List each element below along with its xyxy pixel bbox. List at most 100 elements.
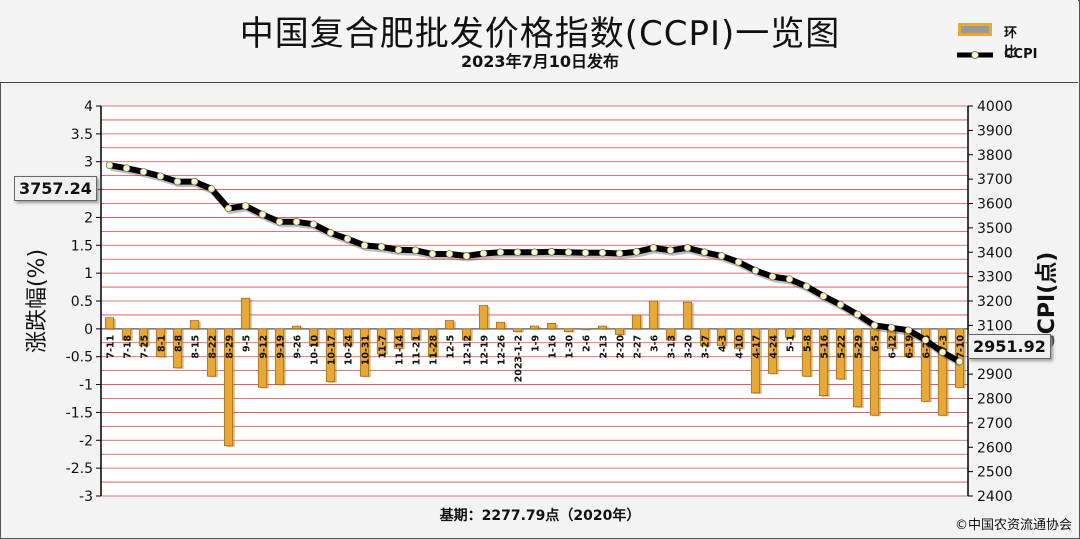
left-tick-label: -1.5 (66, 405, 93, 421)
bar (733, 328, 744, 349)
left-tick-label: 0 (84, 322, 93, 338)
ccpi-point (802, 282, 811, 291)
ccpi-point (853, 310, 862, 319)
x-tick-label: 10-17 (327, 335, 338, 365)
left-tick-label: 0.5 (71, 294, 93, 310)
bar (835, 328, 846, 380)
bar (104, 317, 115, 330)
ccpi-point (666, 246, 675, 255)
x-tick-label: 11-14 (395, 334, 406, 365)
ccpi-point (547, 248, 556, 256)
x-tick-label: 1-9 (531, 335, 542, 352)
ccpi-point (207, 185, 216, 193)
right-tick-label: 3200 (977, 294, 1013, 310)
bar (495, 321, 506, 330)
ccpi-point (139, 168, 148, 176)
bar (563, 328, 574, 332)
right-tick-label: 4000 (977, 99, 1013, 115)
x-tick-label: 12-26 (497, 334, 508, 365)
ccpi-point (717, 252, 726, 260)
x-tick-label: 3-6 (650, 334, 661, 352)
right-axis-title: CCPI(点) (1034, 252, 1060, 351)
bar (342, 328, 353, 346)
bar (410, 328, 421, 341)
right-tick-label: 3900 (977, 123, 1013, 139)
bar (155, 328, 166, 358)
bar (291, 325, 302, 330)
x-tick-label: 6-12 (888, 335, 899, 359)
x-tick-label: 7-18 (123, 334, 134, 358)
x-tick-label: 2-20 (616, 334, 627, 358)
ccpi-point (700, 248, 709, 257)
ccpi-point (156, 172, 165, 180)
x-tick-label: 12-19 (480, 335, 491, 365)
x-tick-label: 4-17 (752, 335, 763, 359)
x-tick-label: 9-5 (242, 335, 253, 352)
x-tick-label: 11-28 (429, 334, 440, 365)
left-tick-label: 3.5 (71, 127, 93, 143)
x-tick-label: 5-29 (854, 335, 865, 359)
ccpi-point (938, 348, 947, 356)
bar (121, 328, 132, 341)
left-tick-label: -3 (79, 489, 93, 502)
right-tick-label: 2800 (977, 392, 1013, 408)
x-tick-label: 10-24 (344, 334, 355, 365)
bar (614, 328, 625, 335)
x-tick-label: 6-26 (922, 334, 933, 358)
ccpi-point (955, 357, 964, 366)
chart-area: 43.532.521.510.50-0.5-1-1.5-2-2.5-340003… (25, 99, 1060, 502)
x-tick-label: 2-27 (633, 335, 644, 359)
ccpi-point (887, 324, 896, 332)
bar (818, 328, 829, 397)
ccpi-point (258, 210, 267, 219)
bar (359, 328, 370, 377)
right-tick-label: 2700 (977, 416, 1013, 432)
left-tick-label: -1 (79, 378, 93, 394)
ccpi-point (496, 248, 505, 257)
chart-subtitle: 2023年7月10日发布 (461, 52, 619, 71)
left-tick-label: 3 (84, 155, 93, 171)
ccpi-point (751, 266, 760, 275)
legend-line-label: CCPI (1004, 47, 1038, 62)
bar (257, 328, 268, 388)
chart-header: 中国复合肥批发价格指数(CCPI)一览图 2023年7月10日发布 环比 CCP… (0, 0, 1078, 83)
right-tick-label: 2400 (977, 489, 1013, 502)
x-tick-label: 9-19 (276, 335, 287, 359)
x-tick-label: 10-10 (310, 334, 321, 365)
x-tick-label: 5-8 (803, 334, 814, 352)
x-tick-label: 1-30 (565, 334, 576, 358)
copyright-text: ©中国农资流通协会 (954, 518, 1072, 533)
left-tick-label: 1.5 (71, 238, 93, 254)
ccpi-point (819, 292, 828, 300)
ccpi-point (530, 248, 539, 257)
end-value-callout: 2951.92 (968, 334, 1051, 359)
x-tick-label: 3-13 (667, 335, 678, 359)
chart-title: 中国复合肥批发价格指数(CCPI)一览图 (239, 14, 841, 54)
ccpi-point (632, 248, 641, 256)
bar (580, 328, 591, 330)
ccpi-point (683, 244, 692, 252)
bar (852, 328, 863, 408)
left-axis-title: 涨跌幅(%) (25, 249, 50, 353)
ccpi-point (649, 244, 658, 252)
right-tick-label: 2600 (977, 440, 1013, 456)
x-tick-label: 9-12 (259, 335, 270, 359)
ccpi-point (377, 243, 386, 251)
bar-shadow (583, 329, 592, 331)
bar (665, 328, 676, 341)
bar (750, 328, 761, 394)
right-tick-label: 2900 (977, 367, 1013, 383)
legend-bar-swatch (958, 23, 992, 36)
bar (529, 325, 540, 330)
ccpi-point (513, 248, 522, 257)
ccpi-point (462, 252, 471, 260)
right-tick-label: 3400 (977, 245, 1013, 261)
left-tick-label: 4 (84, 99, 93, 115)
bar (172, 328, 183, 369)
x-tick-label: 8-29 (225, 335, 236, 359)
bar (801, 328, 812, 377)
ccpi-point (904, 326, 913, 335)
x-tick-label: 8-8 (174, 334, 185, 352)
x-tick-label: 8-22 (208, 335, 219, 359)
x-tick-label: 2-6 (582, 334, 593, 352)
